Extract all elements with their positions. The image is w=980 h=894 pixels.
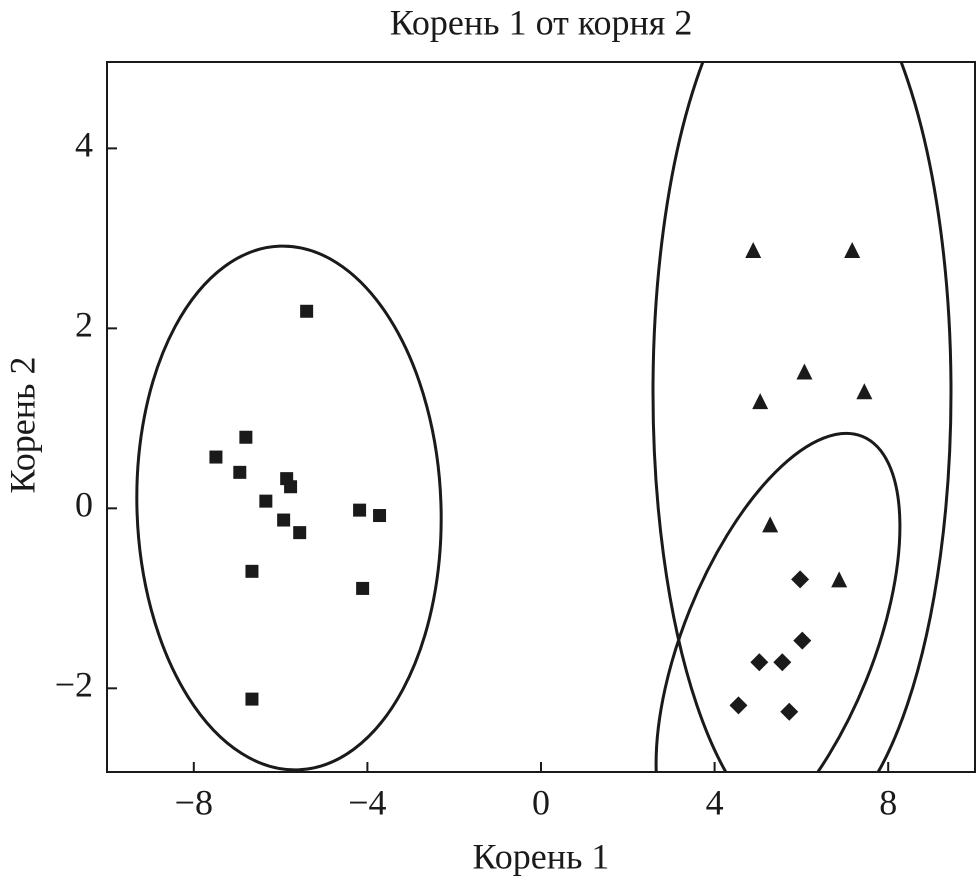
x-tick-label: 0 [532,782,550,822]
point [353,503,367,517]
point [356,581,370,595]
point [791,570,810,589]
point [752,393,769,410]
x-tick-label: 8 [879,782,897,822]
point [796,363,813,380]
group-ellipse [651,62,953,772]
x-axis-label: Корень 1 [473,836,610,876]
point [233,465,247,479]
point [239,430,253,444]
point [729,696,748,715]
plot-frame [106,61,976,773]
point [856,383,873,400]
y-tick-label: 0 [75,485,93,525]
point [284,480,298,494]
x-tick-label: 4 [706,782,724,822]
point [209,450,223,464]
y-tick-label: 4 [75,125,93,165]
point [245,692,259,706]
point [793,631,812,650]
point [373,509,387,523]
x-tick-label: −4 [348,782,386,822]
x-tick-label: −8 [175,782,213,822]
point [750,653,769,672]
point [831,571,848,588]
point [745,241,762,258]
point [245,564,259,578]
ellipses [135,62,953,772]
group-ellipse [135,244,443,772]
point [773,653,792,672]
y-tick-label: −2 [55,665,93,705]
point [300,304,314,318]
chart-title: Корень 1 от корня 2 [390,2,693,42]
y-axis-label: Корень 2 [2,357,42,494]
point [293,526,307,540]
group-ellipse [654,431,902,772]
point [277,513,291,527]
y-tick-label: 2 [75,305,93,345]
point [844,241,861,258]
point [780,702,799,721]
point [762,516,779,533]
point [259,494,273,508]
